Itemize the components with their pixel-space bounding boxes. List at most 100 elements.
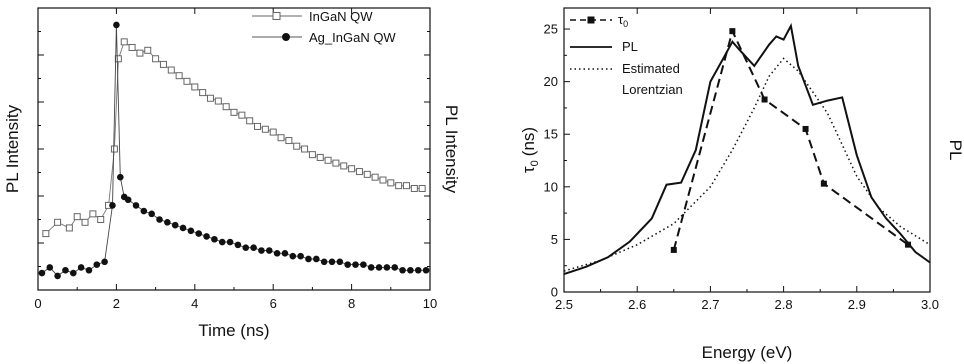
data-point-ingan bbox=[114, 55, 122, 63]
left-y-ticks bbox=[38, 31, 430, 267]
data-point-ag-ingan bbox=[273, 250, 281, 257]
data-point-ag-ingan bbox=[132, 202, 140, 209]
left-x-tick-label: 6 bbox=[270, 296, 277, 311]
right-x-ticks: 2.5 2.6 2.7 2.8 2.9 3.0 bbox=[555, 8, 939, 312]
right-x-axis-label: Energy (eV) bbox=[702, 343, 793, 362]
data-point-ag-ingan bbox=[313, 255, 320, 263]
data-point-ingan bbox=[308, 151, 316, 159]
data-point-ag-ingan bbox=[38, 269, 46, 277]
data-point-ag-ingan bbox=[320, 258, 328, 266]
left-plot-frame bbox=[37, 7, 431, 291]
data-point-ingan bbox=[340, 162, 348, 170]
data-point-ingan bbox=[355, 168, 363, 176]
data-point-ag-ingan bbox=[391, 264, 399, 271]
right-x-tick-label: 2.9 bbox=[848, 297, 866, 312]
data-point-ingan bbox=[261, 125, 269, 133]
data-point-ingan bbox=[332, 159, 340, 167]
left-legend: InGaN QW Ag_InGaN QW bbox=[252, 9, 396, 45]
data-point-ag-ingan bbox=[179, 224, 187, 232]
right-y-label-unit: (ns) bbox=[519, 127, 538, 156]
data-point-ingan bbox=[316, 153, 324, 161]
data-point-ag-ingan bbox=[234, 241, 242, 249]
data-point-ag-ingan bbox=[265, 247, 273, 254]
data-point-ingan bbox=[206, 94, 214, 102]
data-point-ag-ingan bbox=[93, 261, 101, 268]
left-x-axis-label: Time (ns) bbox=[198, 321, 269, 340]
data-point-ingan bbox=[89, 210, 97, 218]
data-point-ingan bbox=[293, 142, 301, 150]
data-point-ag-ingan bbox=[360, 261, 367, 268]
data-point-ingan bbox=[136, 49, 144, 57]
data-point-ag-ingan bbox=[375, 264, 383, 271]
legend-marker-ag bbox=[282, 33, 290, 41]
data-point-ingan bbox=[246, 117, 254, 125]
data-point-ag-ingan bbox=[242, 244, 250, 251]
data-point-ingan bbox=[54, 218, 62, 226]
data-point-ag-ingan bbox=[336, 258, 344, 266]
data-point-ingan bbox=[214, 97, 222, 105]
data-point-ag-ingan bbox=[250, 244, 257, 251]
data-point-tau bbox=[761, 96, 768, 103]
data-point-ag-ingan bbox=[289, 252, 297, 260]
data-point-ingan bbox=[81, 218, 89, 226]
right-x-tick-label: 2.8 bbox=[775, 297, 793, 312]
svg-text:τ0(ns): τ0 (ns) bbox=[519, 127, 541, 173]
data-point-ag-ingan bbox=[69, 269, 77, 277]
data-point-ag-ingan bbox=[164, 219, 171, 226]
data-point-ingan bbox=[418, 184, 426, 192]
legend-label-ingan: InGaN QW bbox=[309, 9, 373, 24]
data-point-ag-ingan bbox=[352, 261, 359, 268]
data-point-ag-ingan bbox=[281, 250, 289, 257]
data-point-ingan bbox=[199, 89, 207, 97]
right-x-tick-label: 2.7 bbox=[701, 297, 719, 312]
left-series bbox=[38, 21, 430, 280]
data-point-ag-ingan bbox=[156, 216, 163, 223]
legend-label-tau-sub: 0 bbox=[623, 19, 628, 29]
legend-label-tau: τ0 bbox=[618, 12, 628, 29]
data-point-ingan bbox=[222, 103, 230, 111]
data-point-ag-ingan bbox=[344, 261, 351, 268]
right-y-ticks: 0 5 10 15 20 25 bbox=[544, 22, 570, 300]
data-point-ag-ingan bbox=[140, 207, 148, 215]
data-point-tau bbox=[729, 28, 736, 35]
right-y-label-sub: 0 bbox=[529, 160, 541, 166]
legend-label-tau-main: τ bbox=[618, 12, 624, 27]
data-point-ingan bbox=[120, 38, 128, 46]
legend-marker-ingan bbox=[272, 12, 281, 20]
data-point-ag-ingan bbox=[203, 233, 210, 240]
data-point-ag-ingan bbox=[77, 264, 85, 271]
legend-label-pl: PL bbox=[622, 39, 638, 54]
data-point-ag-ingan bbox=[328, 258, 336, 266]
data-point-ag-ingan bbox=[85, 266, 93, 274]
data-point-ingan bbox=[152, 55, 160, 63]
left-series-line-1 bbox=[41, 24, 427, 277]
data-point-ingan bbox=[254, 122, 262, 130]
data-point-ingan bbox=[238, 111, 246, 119]
right-y-tick-label: 15 bbox=[544, 127, 558, 142]
right-x-tick-label: 2.6 bbox=[628, 297, 646, 312]
data-point-ingan bbox=[159, 60, 167, 68]
data-point-ingan bbox=[379, 176, 387, 184]
data-point-ag-ingan bbox=[148, 210, 155, 218]
right-x-tick-label: 2.5 bbox=[555, 297, 573, 312]
data-point-ag-ingan bbox=[195, 230, 203, 237]
data-point-ingan bbox=[301, 145, 309, 153]
right-y-axis-label: τ0 (ns) bbox=[519, 127, 541, 173]
left-x-ticks: 0 2 4 6 8 10 bbox=[34, 8, 437, 311]
data-point-ag-ingan bbox=[383, 264, 391, 271]
left-series-line-0 bbox=[45, 41, 423, 234]
data-point-ag-ingan bbox=[113, 21, 120, 29]
data-point-ingan bbox=[269, 128, 277, 136]
legend-label-ag: Ag_InGaN QW bbox=[309, 30, 396, 45]
data-point-ag-ingan bbox=[62, 266, 69, 274]
data-point-ag-ingan bbox=[407, 266, 414, 274]
right-y-label-tau: τ bbox=[519, 166, 538, 173]
left-x-tick-label: 4 bbox=[191, 296, 198, 311]
data-point-ingan bbox=[395, 182, 403, 190]
data-point-ingan bbox=[175, 72, 183, 80]
data-point-ingan bbox=[65, 224, 73, 232]
data-point-ingan bbox=[324, 156, 332, 164]
data-point-ag-ingan bbox=[414, 266, 422, 274]
data-point-ingan bbox=[97, 216, 105, 223]
